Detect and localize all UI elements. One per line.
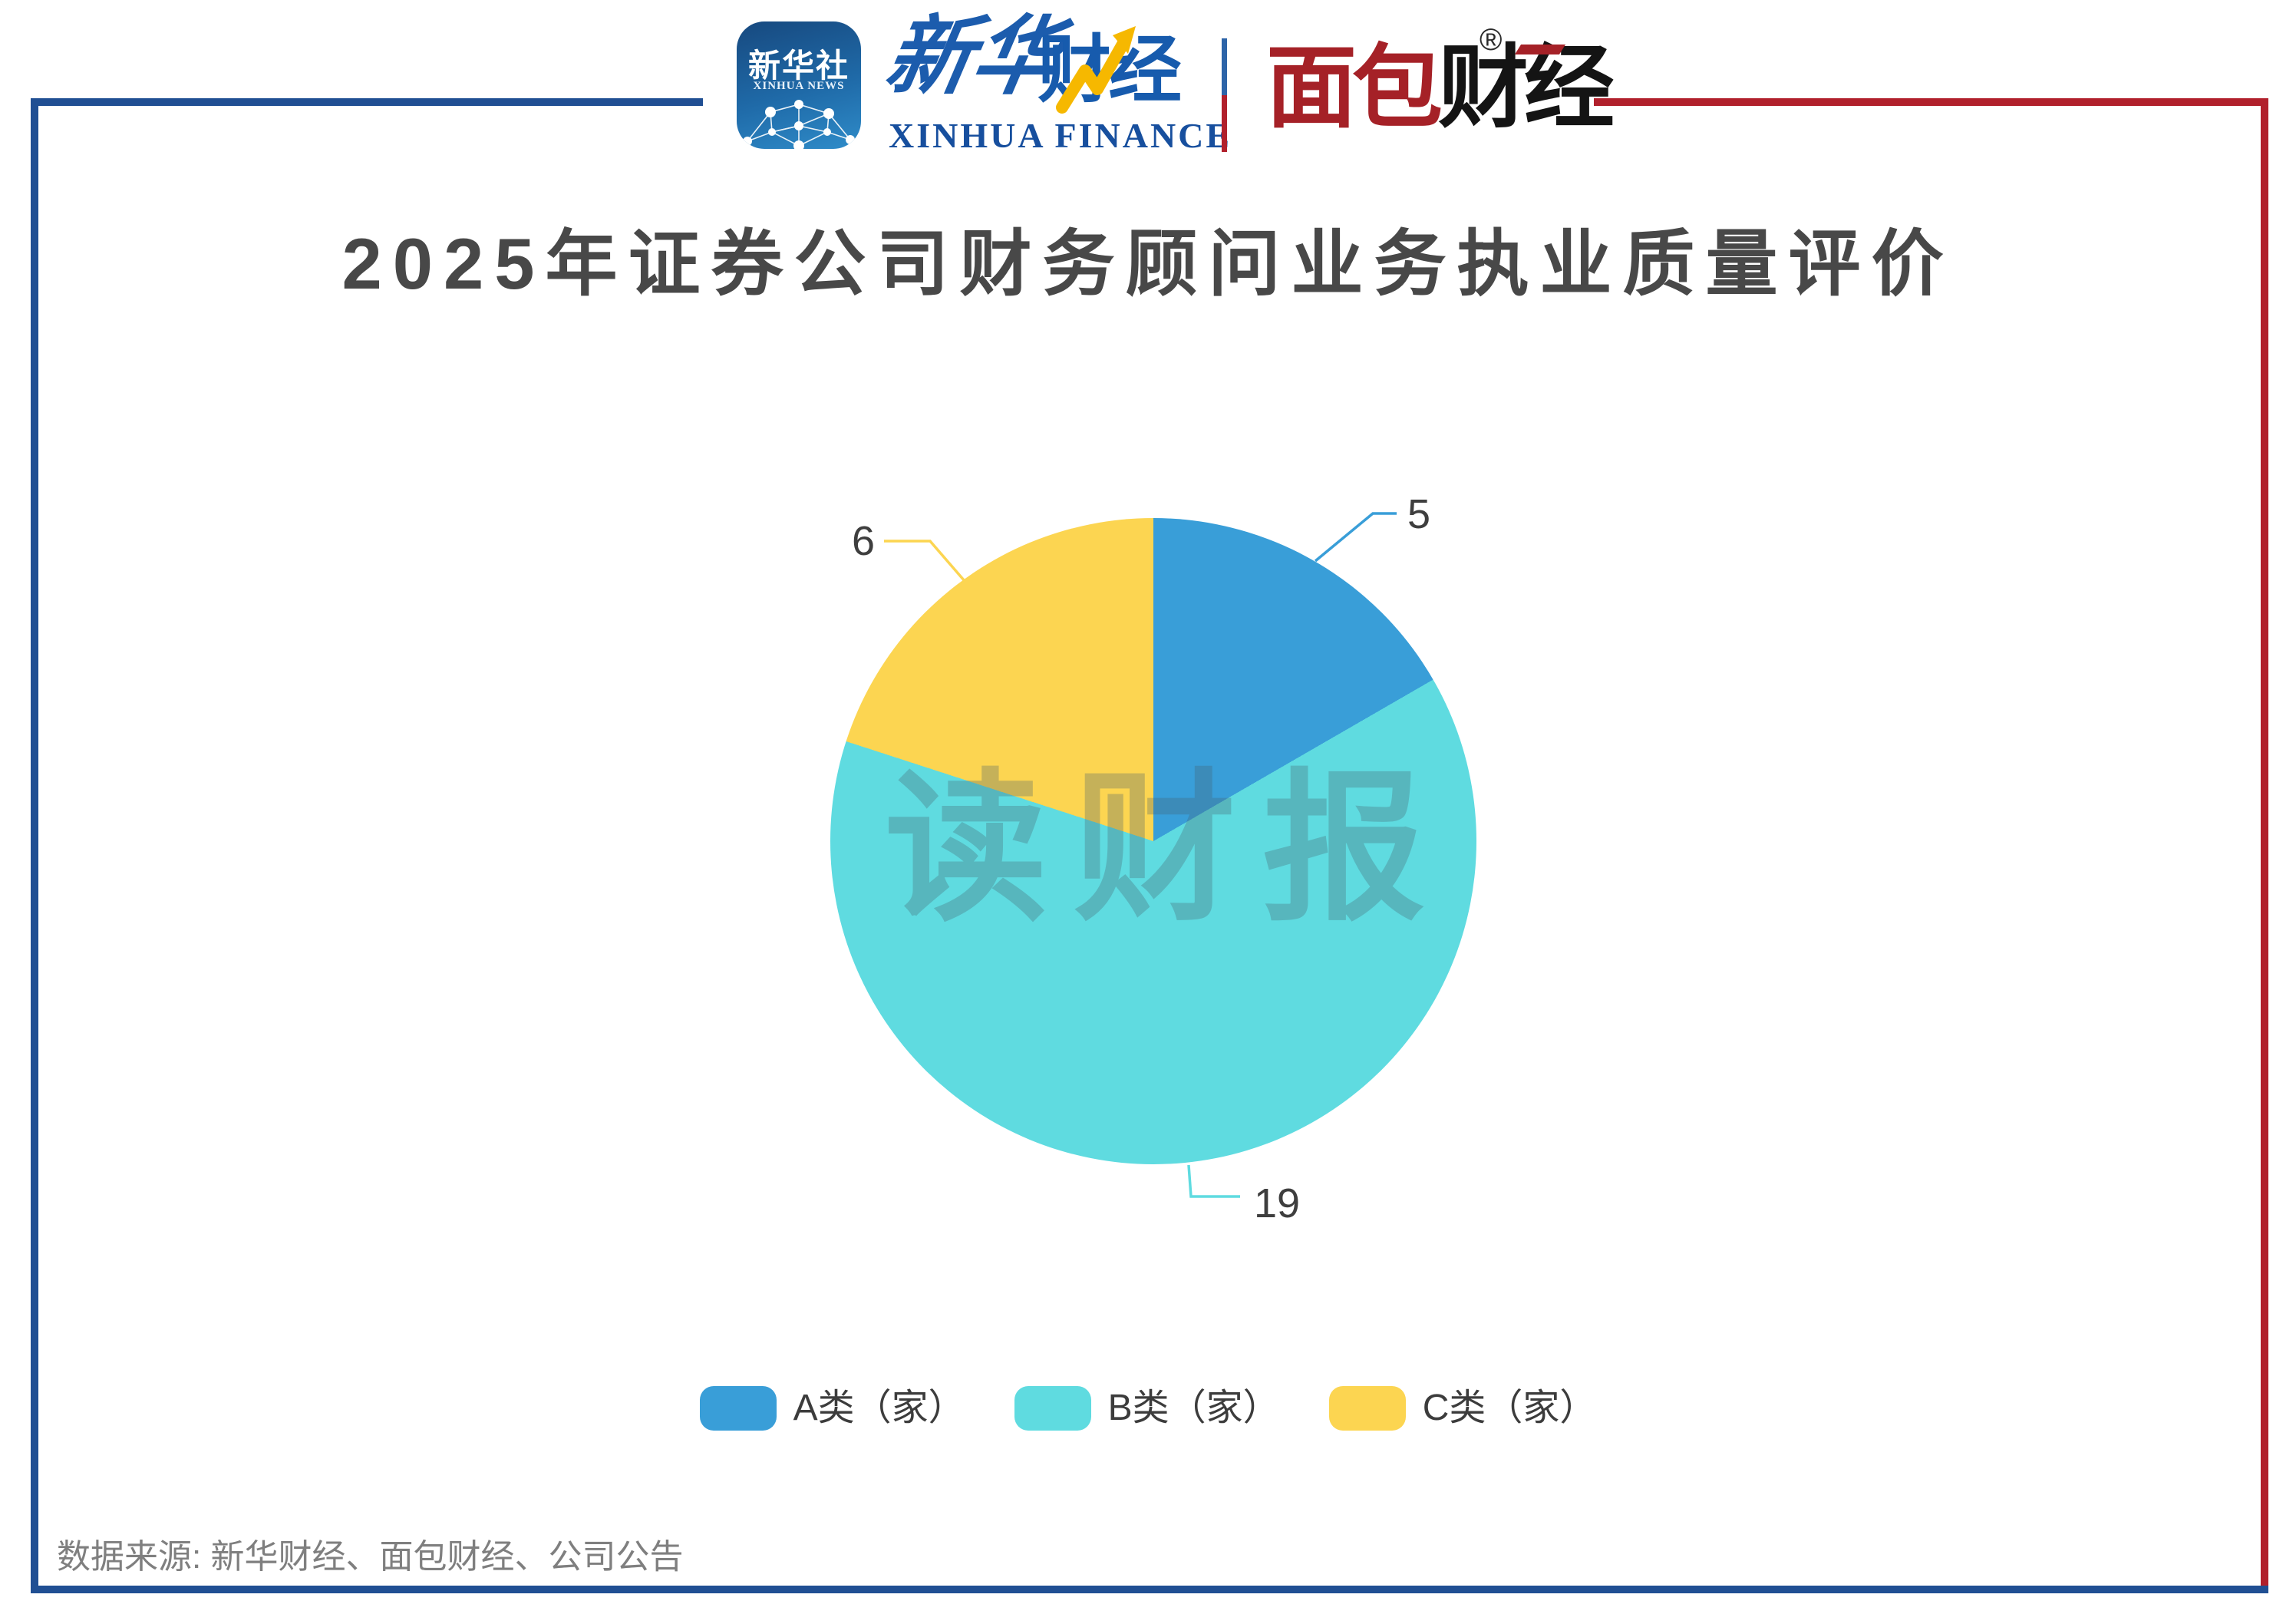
frame-top-left-border [31,98,703,106]
leader-line-c [884,540,966,583]
legend-item-b[interactable]: B类（家） [1014,1386,1280,1431]
slice-value-a: 5 [1407,491,1430,537]
rising-arrow-icon [1056,26,1136,114]
xinhua-finance-en-label: XINHUA FINANCE [889,116,1232,155]
data-source-note: 数据来源: 新华财经、面包财经、公司公告 [57,1538,684,1576]
xinhua-news-cn-label: 新华社 [747,48,849,84]
legend-label-c: C类（家） [1422,1388,1597,1428]
watermark-text: 读财报 [885,758,1451,939]
legend-label-b: B类（家） [1107,1388,1280,1428]
frame-top-right-border [1594,98,2268,106]
legend-item-c[interactable]: C类（家） [1328,1386,1597,1431]
legend: A类（家） B类（家） C类（家） [0,1386,2296,1431]
legend-swatch-b [1014,1386,1091,1431]
logo-divider-top [1222,38,1227,95]
leader-line-a [1314,512,1397,563]
mianbao-finance-red-text: 面包 [1266,38,1443,139]
frame-right-border [2261,98,2268,1593]
xinhua-news-logo-icon: 新华社 XINHUA NEWS [737,21,861,149]
mianbao-finance-logo: 面包财经 [1266,43,1615,134]
frame-left-border [31,98,38,1593]
pie-chart [830,518,1476,1164]
legend-swatch-c [1328,1386,1406,1431]
slice-value-c: 6 [852,518,875,564]
logo-divider [1222,38,1227,152]
leader-line-b [1187,1164,1240,1198]
legend-label-a: A类（家） [793,1388,965,1428]
slice-value-b: 19 [1254,1180,1300,1226]
mianbao-finance-black-text: 财经 [1438,38,1615,139]
registered-trademark-icon: ® [1480,23,1503,57]
xinhua-news-en-label: XINHUA NEWS [753,80,845,92]
legend-item-a[interactable]: A类（家） [699,1386,965,1431]
legend-swatch-a [699,1386,777,1431]
frame-bottom-border [31,1586,2268,1593]
network-constellation-icon [743,100,855,149]
chart-title: 2025年证券公司财务顾问业务执业质量评价 [341,223,1955,304]
logo-divider-bottom [1222,95,1227,152]
